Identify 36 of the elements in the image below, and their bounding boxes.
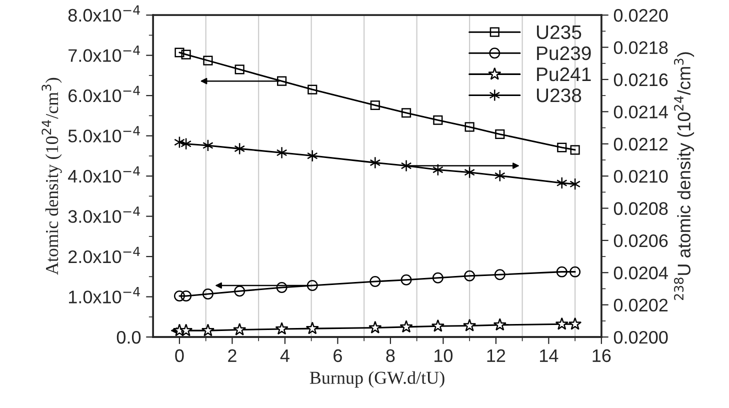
legend-label: Pu241 xyxy=(537,67,591,82)
y-tick-label: 4.0x10$^{−4}$ xyxy=(68,166,140,183)
y-tick-label: 0.0 xyxy=(116,330,141,344)
y2-tick-label: 0.0206 xyxy=(614,234,668,248)
legend-label: U235 xyxy=(536,25,582,40)
x-tick-label: 4 xyxy=(280,349,290,362)
x-tick-label: 0 xyxy=(175,349,184,362)
y-tick-label: 8.0x10$^{−4}$ xyxy=(68,5,140,22)
y-tick-label: 7.0x10$^{−4}$ xyxy=(68,46,140,62)
y-axis-title: Atomic density (10$^{24}$/cm$^{3}$) xyxy=(42,78,62,275)
y2-tick-label: 0.0216 xyxy=(614,73,668,86)
y2-tick-label: 0.0218 xyxy=(614,41,668,54)
y-tick-label: 6.0x10$^{−4}$ xyxy=(68,86,140,102)
y2-axis-title: $^{238}$U atomic density (10$^{24}$/cm$^{3}$) xyxy=(674,52,694,300)
y-tick-label: 2.0x10$^{−4}$ xyxy=(68,246,140,264)
y2-tick-label: 0.0214 xyxy=(614,106,668,118)
y-tick-label: 3.0x10$^{−4}$ xyxy=(68,206,140,223)
x-axis-title: Burnup (GW.d/tU) xyxy=(310,371,444,388)
x-tick-label: 10 xyxy=(434,349,453,362)
y2-tick-label: 0.0212 xyxy=(614,138,668,151)
y2-tick-label: 0.0204 xyxy=(614,266,668,280)
legend-label: Pu239 xyxy=(537,46,591,60)
x-tick-label: 6 xyxy=(334,349,342,362)
x-tick-label: 2 xyxy=(228,349,236,362)
legend-label: U238 xyxy=(536,88,582,102)
x-tick-label: 8 xyxy=(386,349,395,362)
y2-tick-label: 0.0200 xyxy=(614,330,668,344)
x-tick-label: 12 xyxy=(487,349,506,362)
y-tick-label: 1.0x10$^{−4}$ xyxy=(68,287,140,304)
y2-tick-label: 0.0210 xyxy=(614,170,668,183)
y2-tick-label: 0.0202 xyxy=(614,298,668,312)
y-tick-label: 5.0x10$^{−4}$ xyxy=(68,126,140,142)
y2-tick-label: 0.0220 xyxy=(614,9,668,22)
x-tick-label: 16 xyxy=(592,349,611,362)
x-tick-label: 14 xyxy=(540,349,558,362)
y2-tick-label: 0.0208 xyxy=(614,202,668,215)
